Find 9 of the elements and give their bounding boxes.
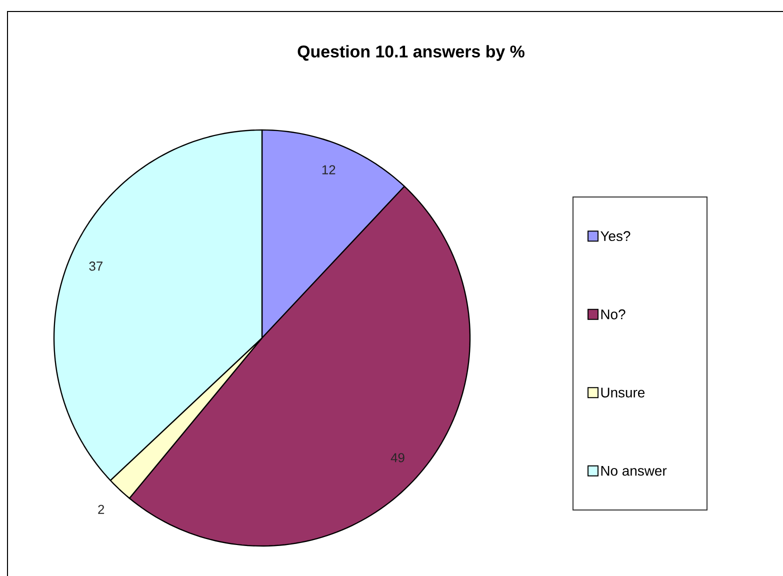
legend-label: No? [601, 309, 626, 320]
data-label: 49 [390, 453, 404, 462]
legend-label: Unsure [601, 388, 645, 398]
legend-label: No answer [601, 466, 667, 476]
chart-title: Question 10.1 answers by % [298, 45, 524, 61]
data-label: 2 [98, 504, 104, 514]
legend-label: Yes? [600, 231, 630, 242]
data-label: 12 [322, 165, 336, 174]
data-label: 37 [89, 262, 102, 271]
